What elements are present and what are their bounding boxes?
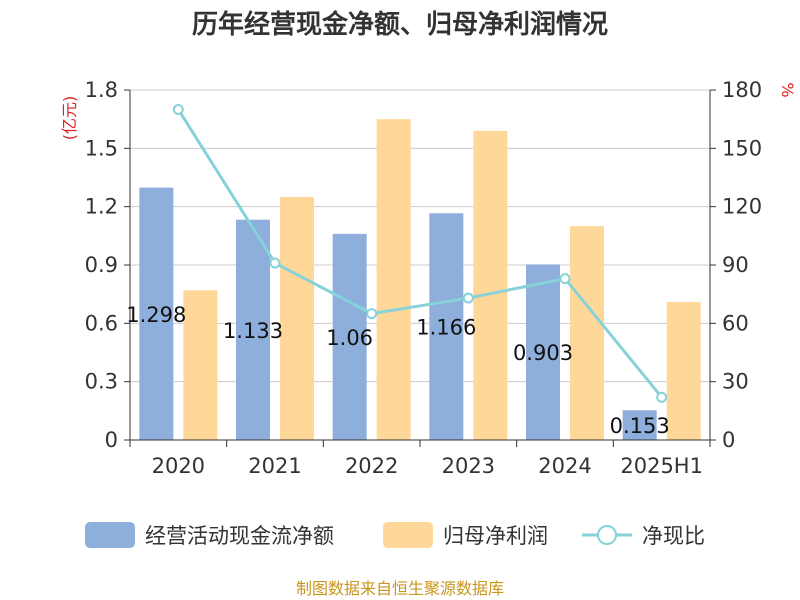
right-axis-tick-label: 150 xyxy=(722,136,762,160)
line-point xyxy=(172,103,184,115)
right-axis-tick-label: 120 xyxy=(722,195,762,219)
legend-label: 净现比 xyxy=(642,524,705,548)
left-axis-tick-label: 0.9 xyxy=(85,253,118,277)
left-axis-tick-label: 0 xyxy=(105,428,118,452)
bar-net-profit xyxy=(376,119,411,441)
right-axis-tick-label: 0 xyxy=(722,428,735,452)
line-point xyxy=(559,273,571,285)
line-point xyxy=(366,308,378,320)
data-label: 1.06 xyxy=(326,326,373,350)
data-label: 1.298 xyxy=(126,303,186,327)
legend-label: 经营活动现金流净额 xyxy=(145,524,334,548)
right-axis-tick-label: 180 xyxy=(722,78,762,102)
axes: 0 0.3 0.6 0.9 1.2 1.5 1.8 0 30 60 90 120 150 180 2020 2… xyxy=(85,78,763,478)
bar-operating-cash-flow xyxy=(622,410,657,440)
bar-operating-cash-flow xyxy=(526,264,560,440)
legend: 经营活动现金流净额 归母净利润 净现比 xyxy=(85,522,705,548)
left-axis-tick-label: 1.2 xyxy=(85,195,118,219)
legend-label: 归母净利润 xyxy=(443,524,548,548)
data-label: 0.903 xyxy=(513,341,573,365)
line-path xyxy=(177,108,663,399)
bars xyxy=(139,119,701,441)
left-axis-tick-label: 0.6 xyxy=(85,311,118,335)
bar-net-profit xyxy=(280,196,314,440)
bar-net-profit xyxy=(570,226,604,440)
right-axis-tick-label: 30 xyxy=(722,370,749,394)
line-point xyxy=(462,292,474,304)
right-axis-tick-label: 90 xyxy=(722,253,749,277)
x-axis-tick-label: 2022 xyxy=(345,454,398,478)
left-axis-unit: (亿元) xyxy=(60,96,79,141)
data-labels: 1.298 1.133 1.06 1.166 0.903 0.153 xyxy=(126,303,669,438)
right-axis-unit: % xyxy=(778,82,797,97)
legend-marker-net-cash-ratio xyxy=(597,525,617,545)
bar-net-profit xyxy=(473,130,508,441)
chart-title: 历年经营现金净额、归母净利润情况 xyxy=(192,9,608,40)
bar-operating-cash-flow xyxy=(236,219,270,440)
left-axis-tick-label: 1.8 xyxy=(85,78,118,102)
data-label: 1.166 xyxy=(416,316,476,340)
x-axis-tick-label: 2025H1 xyxy=(620,454,703,478)
line-point xyxy=(656,391,668,403)
source-note: 制图数据来自恒生聚源数据库 xyxy=(296,579,504,598)
data-label: 0.153 xyxy=(610,414,670,438)
left-axis-tick-label: 1.5 xyxy=(85,136,118,160)
bar-operating-cash-flow xyxy=(139,187,174,440)
x-axis-tick-label: 2021 xyxy=(248,454,301,478)
data-label: 1.133 xyxy=(223,319,283,343)
bar-operating-cash-flow xyxy=(429,213,464,440)
x-axis-tick-label: 2024 xyxy=(538,454,591,478)
left-axis-tick-label: 0.3 xyxy=(85,370,118,394)
right-axis-tick-label: 60 xyxy=(722,311,749,335)
bar-operating-cash-flow xyxy=(332,233,367,440)
gridlines xyxy=(130,89,710,383)
bar-net-profit xyxy=(183,290,218,440)
net-cash-ratio-line xyxy=(172,103,668,403)
x-axis-tick-label: 2020 xyxy=(152,454,205,478)
legend-swatch-net-profit xyxy=(383,522,433,548)
bar-net-profit xyxy=(666,301,701,440)
x-axis-tick-label: 2023 xyxy=(442,454,495,478)
legend-swatch-operating-cash-flow xyxy=(85,522,135,548)
line-point xyxy=(269,257,281,269)
